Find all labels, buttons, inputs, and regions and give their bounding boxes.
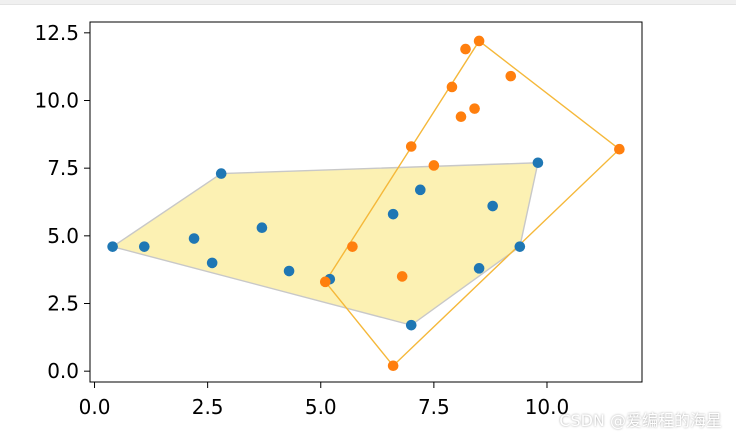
watermark: CSDN @爱编程的海星 xyxy=(559,411,722,430)
x-tick-label: 5.0 xyxy=(305,395,337,419)
y-tick-label: 2.5 xyxy=(47,292,79,316)
y-tick-label: 5.0 xyxy=(47,224,79,248)
point-series-2 xyxy=(396,271,408,282)
point-series-2 xyxy=(347,241,358,252)
point-series-1 xyxy=(473,263,485,274)
hull-layer xyxy=(110,39,621,367)
point-series-2 xyxy=(460,43,471,55)
x-tick-label: 2.5 xyxy=(192,395,224,419)
point-series-2 xyxy=(387,360,399,372)
point-series-2 xyxy=(446,81,458,93)
point-series-1 xyxy=(107,241,118,252)
point-series-1 xyxy=(283,265,295,277)
y-axis: 0.0 2.5 5.0 7.5 10.0 12.5 xyxy=(34,21,90,383)
point-series-2 xyxy=(473,35,485,47)
point-series-2 xyxy=(614,143,625,155)
x-axis: 0.0 2.5 5.0 7.5 10.0 xyxy=(79,382,570,419)
point-series-1 xyxy=(387,208,399,220)
x-tick-label: 10.0 xyxy=(525,395,570,419)
x-tick-label: 0.0 xyxy=(79,395,111,419)
point-series-2 xyxy=(405,141,417,152)
y-tick-label: 7.5 xyxy=(47,156,79,180)
point-series-1 xyxy=(215,168,227,179)
point-series-1 xyxy=(206,257,218,269)
top-rule xyxy=(0,0,736,5)
point-series-1 xyxy=(414,184,426,196)
x-tick-label: 7.5 xyxy=(418,395,450,419)
hull-series-1 xyxy=(110,162,539,326)
point-series-1 xyxy=(514,241,526,252)
point-series-2 xyxy=(505,70,517,82)
y-tick-label: 12.5 xyxy=(34,21,79,45)
point-series-2 xyxy=(469,103,480,114)
y-tick-label: 0.0 xyxy=(47,359,79,383)
point-series-1 xyxy=(487,200,498,212)
point-series-2 xyxy=(428,160,440,171)
point-series-1 xyxy=(405,319,417,331)
point-series-2 xyxy=(319,276,331,288)
plot-frame xyxy=(89,21,643,383)
point-series-1 xyxy=(256,222,268,234)
point-series-2 xyxy=(455,111,467,123)
points-layer xyxy=(107,35,625,372)
point-series-1 xyxy=(138,241,150,252)
point-series-1 xyxy=(188,233,200,244)
y-tick-label: 10.0 xyxy=(34,88,79,112)
point-series-1 xyxy=(532,157,544,169)
